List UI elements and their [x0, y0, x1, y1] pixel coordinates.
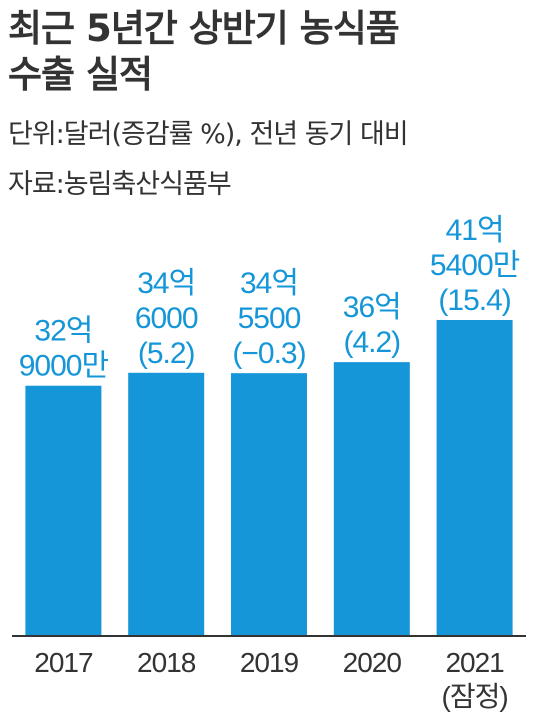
unit-note: 단위:달러(증감률 %), 전년 동기 대비: [8, 119, 409, 150]
x-tick-label-2018: 2018: [137, 647, 196, 678]
x-tick-sublabel-2021: (잠정): [442, 681, 508, 712]
bar-2017: [25, 385, 102, 636]
x-tick-label-2021: 2021: [445, 647, 504, 678]
chart-title: 최근 5년간 상반기 농식품 수출 실적: [8, 6, 528, 98]
value-label-2019-3: (−0.3): [232, 337, 305, 370]
bar-2019: [231, 373, 307, 636]
source-note: 자료:농림축산식품부: [8, 169, 232, 200]
value-label-2019-2: 5500: [238, 302, 301, 335]
value-label-2020-2: (4.2): [343, 326, 400, 359]
value-label-2018-3: (5.2): [138, 337, 195, 370]
value-label-2021-3: (15.4): [438, 284, 510, 317]
value-label-2020-1: 36억: [343, 291, 401, 324]
value-label-2017-2: 9000만: [19, 350, 109, 383]
x-tick-label-2017: 2017: [34, 647, 93, 678]
value-label-2017-1: 32억: [34, 315, 92, 348]
bar-2018: [128, 372, 205, 636]
value-label-2018-2: 6000: [135, 302, 198, 335]
bar-2020: [333, 362, 410, 636]
value-label-2018-1: 34억: [137, 267, 195, 300]
chart-title-line-1: 최근 5년간 상반기 농식품: [8, 7, 400, 50]
bar-2021: [436, 320, 513, 636]
x-tick-label-2020: 2020: [343, 647, 402, 678]
chart-title-line-2: 수출 실적: [8, 53, 153, 96]
value-label-2019-1: 34억: [240, 267, 298, 300]
value-label-2021-2: 5400만: [430, 249, 520, 282]
x-tick-label-2019: 2019: [240, 647, 299, 678]
value-label-2021-1: 41억: [446, 214, 504, 247]
